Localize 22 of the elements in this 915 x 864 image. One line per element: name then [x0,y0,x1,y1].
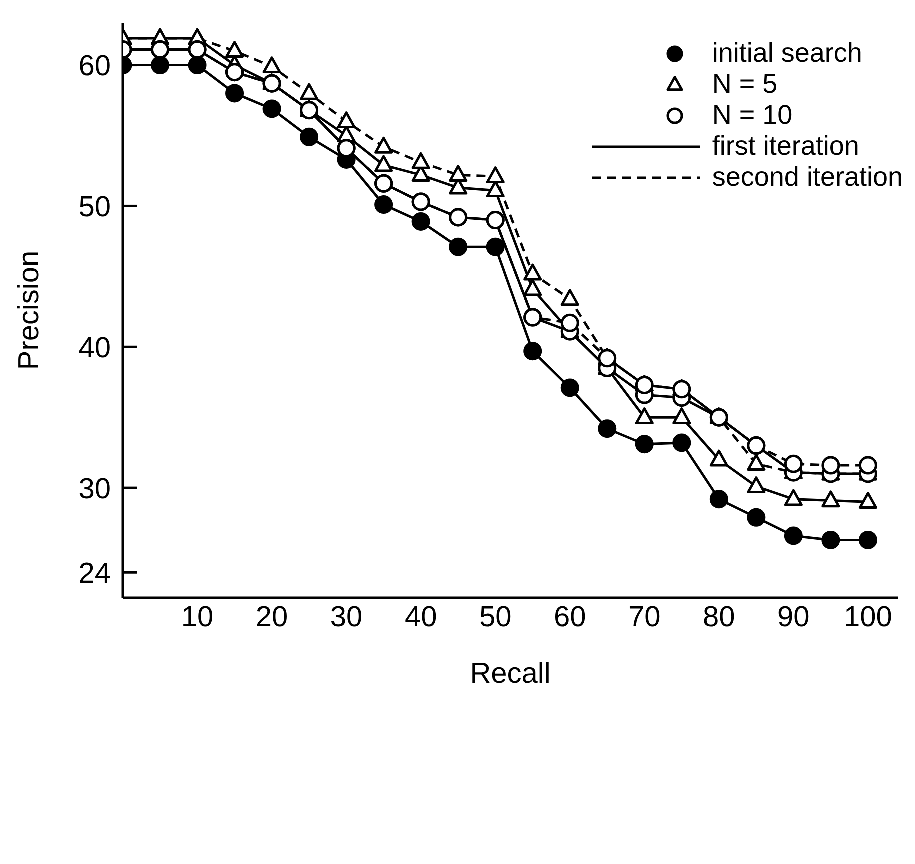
x-tick-label: 50 [479,602,512,634]
y-tick-label: 60 [78,50,111,83]
y-axis-title: Precision [13,250,46,370]
y-tick-label: 30 [78,473,111,506]
x-tick-label: 30 [330,602,363,634]
annotation: first iteration [712,131,860,162]
x-tick-label: 20 [256,602,288,634]
x-tick-label: 40 [404,602,438,634]
legend-label: initial search [712,38,862,69]
x-axis-title: Recall [470,658,551,690]
y-tick-label: 50 [78,192,111,224]
x-tick-label: 90 [778,602,810,634]
legend-label: N = 5 [712,69,778,100]
x-tick-label: 100 [844,602,892,634]
y-tick-label: 40 [78,332,111,364]
legend-label: N = 10 [712,100,793,131]
y-tick-label: 24 [78,558,111,590]
x-tick-label: 60 [554,602,586,634]
x-tick-label: 80 [703,602,736,634]
annotation: second iteration [712,162,903,193]
x-tick-label: 10 [181,602,214,634]
x-tick-label: 70 [628,602,661,634]
